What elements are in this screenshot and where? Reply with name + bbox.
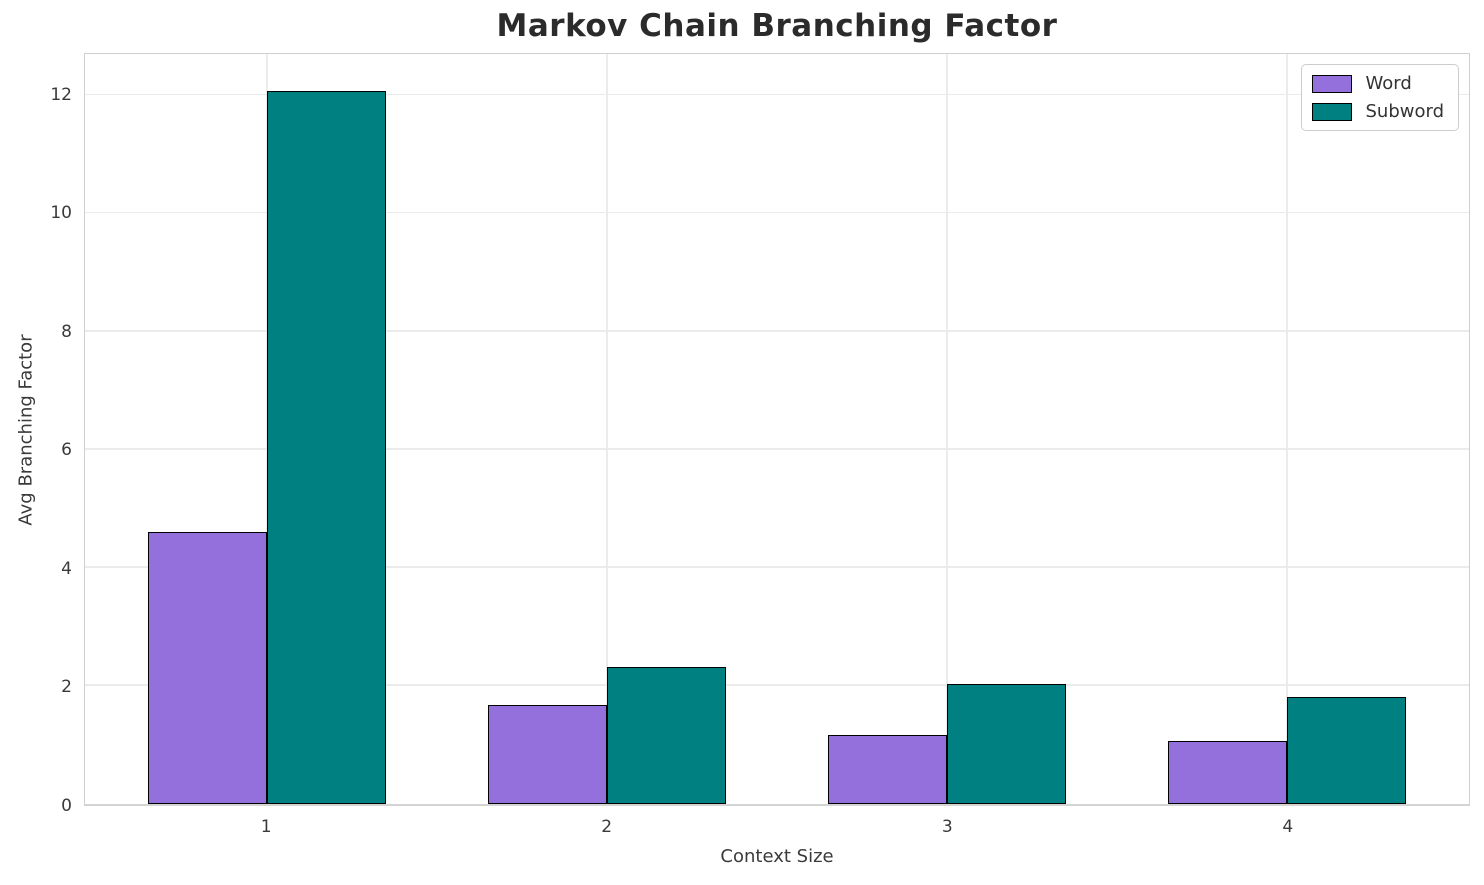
- bar-word-3: [828, 734, 948, 804]
- legend-swatch-subword: [1312, 102, 1353, 121]
- x-tick-label: 2: [601, 817, 613, 837]
- plot-area: Word Subword: [84, 53, 1470, 806]
- bar-word-4: [1168, 741, 1288, 804]
- bar-subword-1: [266, 90, 386, 804]
- gridline-h: [85, 566, 1469, 568]
- x-tick-label: 4: [1282, 817, 1294, 837]
- y-axis-label: Avg Branching Factor: [15, 334, 37, 526]
- y-tick-label: 12: [50, 84, 72, 105]
- y-tick-label: 0: [61, 796, 72, 816]
- legend-label-word: Word: [1365, 73, 1412, 94]
- bar-word-2: [487, 704, 607, 804]
- gridline-h: [85, 93, 1469, 96]
- legend-swatch-word: [1312, 74, 1353, 93]
- gridline-v: [606, 54, 608, 804]
- gridline-h: [85, 330, 1469, 332]
- x-tick-label: 1: [260, 817, 272, 837]
- y-tick-label: 4: [61, 558, 72, 579]
- x-axis-label: Context Size: [720, 846, 834, 867]
- y-tick-label: 8: [61, 321, 72, 342]
- legend: Word Subword: [1301, 64, 1459, 131]
- legend-item-subword: Subword: [1312, 101, 1444, 122]
- gridline-v: [1286, 54, 1288, 804]
- bar-subword-2: [606, 667, 726, 804]
- bar-subword-3: [947, 684, 1067, 804]
- x-tick-label: 3: [941, 817, 953, 837]
- gridline-h: [85, 448, 1469, 450]
- gridline-h: [85, 684, 1469, 686]
- chart-title: Markov Chain Branching Factor: [496, 8, 1058, 44]
- bar-word-1: [147, 532, 267, 804]
- y-tick-label: 6: [61, 440, 72, 461]
- y-tick-label: 2: [61, 677, 72, 698]
- gridline-v: [946, 54, 948, 804]
- y-tick-label: 10: [50, 203, 72, 224]
- bar-subword-4: [1287, 697, 1407, 804]
- gridline-h: [85, 211, 1469, 214]
- legend-label-subword: Subword: [1365, 101, 1444, 122]
- legend-item-word: Word: [1312, 73, 1444, 94]
